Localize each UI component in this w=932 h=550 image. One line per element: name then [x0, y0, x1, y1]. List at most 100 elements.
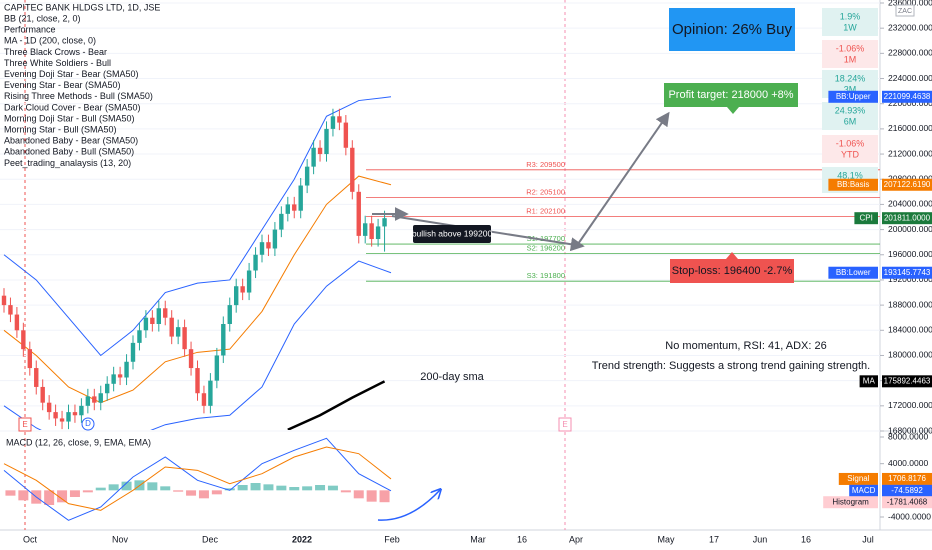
series-tag-value: -1781.4068 — [887, 497, 928, 506]
series-tag-value: 193145.7743 — [884, 268, 931, 277]
y-tick-label: 228000.0000 — [888, 48, 932, 58]
histogram-bar — [186, 490, 197, 496]
currency: ZAC — [898, 8, 912, 15]
legend-item: MA - 1D (200, close, 0) — [4, 36, 96, 46]
bollinger-line — [3, 175, 392, 404]
stop-loss-text: Stop-loss: 196400 -2.7% — [672, 265, 793, 277]
histogram-bar — [147, 482, 158, 491]
y-tick-label: 172000.0000 — [888, 400, 932, 410]
dividend-marker-letter: D — [85, 419, 91, 428]
candle-body — [317, 147, 323, 155]
candle-body — [156, 308, 161, 324]
profit-target-text: Profit target: 218000 +8% — [668, 89, 793, 101]
candle-body — [53, 412, 58, 419]
candle-body — [98, 393, 103, 403]
dividend-marker — [81, 417, 95, 431]
candle-body — [324, 128, 329, 155]
series-tag-name: Histogram — [832, 497, 869, 506]
legend-item: Performance — [4, 25, 56, 35]
series-tag-value-box — [882, 496, 932, 509]
candle-body — [1, 295, 7, 306]
series-tag-name-box — [838, 472, 878, 485]
performance-box — [822, 40, 878, 68]
y-tick-label: 196000.0000 — [888, 249, 932, 259]
candle-body — [188, 349, 194, 369]
y-tick-label: 192000.0000 — [888, 274, 932, 284]
histogram-bar — [276, 485, 287, 491]
legend-item: Abandoned Baby - Bull (SMA50) — [4, 147, 134, 157]
legend-item: Rising Three Methods - Bull (SMA50) — [4, 91, 153, 101]
series-tag-value-box — [882, 375, 932, 388]
arrow — [577, 111, 670, 245]
candle-body — [259, 242, 265, 255]
performance-value: 1.9% — [840, 11, 861, 21]
performance-box — [822, 102, 878, 130]
candle-body — [240, 286, 245, 293]
candle-body — [311, 147, 316, 167]
stop-loss-pointer — [726, 252, 738, 259]
candle-body — [246, 270, 252, 293]
y-tick-label: 200000.0000 — [888, 224, 932, 234]
histogram-bar — [250, 483, 261, 491]
series-tag-name-box — [823, 496, 878, 509]
performance-value: 24.93% — [835, 105, 866, 115]
histogram-bar — [327, 485, 338, 491]
histogram-bar — [340, 490, 351, 493]
histogram-bar — [302, 486, 313, 491]
x-tick-label: Oct — [23, 534, 38, 544]
legend-item: Morning Star - Bull (SMA50) — [4, 124, 117, 134]
histogram-bar — [315, 485, 326, 491]
performance-period: YTD — [841, 149, 860, 159]
histogram-bar — [198, 490, 209, 499]
opinion-box — [669, 8, 795, 51]
performance-value: 18.24% — [835, 73, 866, 83]
level-label: R2: 205100 — [526, 187, 565, 196]
legend-item: BB (21, close, 2, 0) — [4, 13, 81, 23]
x-tick-label: Dec — [202, 534, 219, 544]
candle-body — [356, 191, 361, 236]
performance-value: -1.06% — [836, 138, 865, 148]
y-tick-label: 220000.0000 — [888, 98, 932, 108]
series-tag-value: -74.5892 — [891, 486, 923, 495]
candle-body — [79, 405, 84, 416]
series-tag-value-box — [882, 90, 932, 103]
series-tag-value-box — [882, 266, 932, 279]
series-tag-value: 207122.6190 — [884, 180, 931, 189]
series-tag-name: BB:Lower — [836, 268, 871, 277]
candle-body — [343, 122, 349, 148]
x-tick-label: 17 — [709, 534, 719, 544]
histogram-bar — [5, 490, 16, 496]
histogram-bar — [366, 490, 377, 502]
level-label: S3: 191800 — [527, 271, 565, 280]
y-tick-label: 208000.0000 — [888, 173, 932, 183]
earnings-marker — [18, 417, 32, 432]
bollinger-line — [3, 96, 392, 357]
series-tag-name-box — [828, 266, 878, 279]
candle-body — [182, 327, 187, 350]
bollinger-line — [3, 260, 392, 430]
candle-body — [253, 254, 258, 271]
signal-line — [3, 446, 392, 511]
y-tick-label: 212000.0000 — [888, 148, 932, 158]
legend-item: Morning Doji Star - Bull (SMA50) — [4, 113, 135, 123]
histogram-bar — [211, 490, 222, 495]
candle-body — [130, 342, 136, 362]
level-label: R3: 209500 — [526, 160, 565, 169]
histogram-bar — [95, 487, 106, 491]
x-tick-label: Nov — [112, 534, 129, 544]
histogram-bar — [44, 490, 55, 505]
histogram-bar — [263, 484, 274, 491]
candle-body — [201, 393, 207, 406]
candle-body — [363, 223, 368, 236]
level-label: S1: 197700 — [527, 234, 565, 243]
y-tick-label: 8000.0000 — [888, 431, 928, 441]
y-tick-label: 180000.0000 — [888, 350, 932, 360]
momentum-note: No momentum, RSI: 41, ADX: 26 — [665, 340, 826, 352]
candle-body — [21, 330, 26, 350]
x-tick-label: Jun — [753, 534, 768, 544]
series-tag-name-box — [849, 484, 878, 497]
candle-body — [350, 147, 355, 192]
level-label: R1: 202100 — [526, 206, 565, 215]
legend-item: Abandoned Baby - Bear (SMA50) — [4, 136, 138, 146]
bullish-text: bullish above 199200 — [412, 228, 493, 238]
